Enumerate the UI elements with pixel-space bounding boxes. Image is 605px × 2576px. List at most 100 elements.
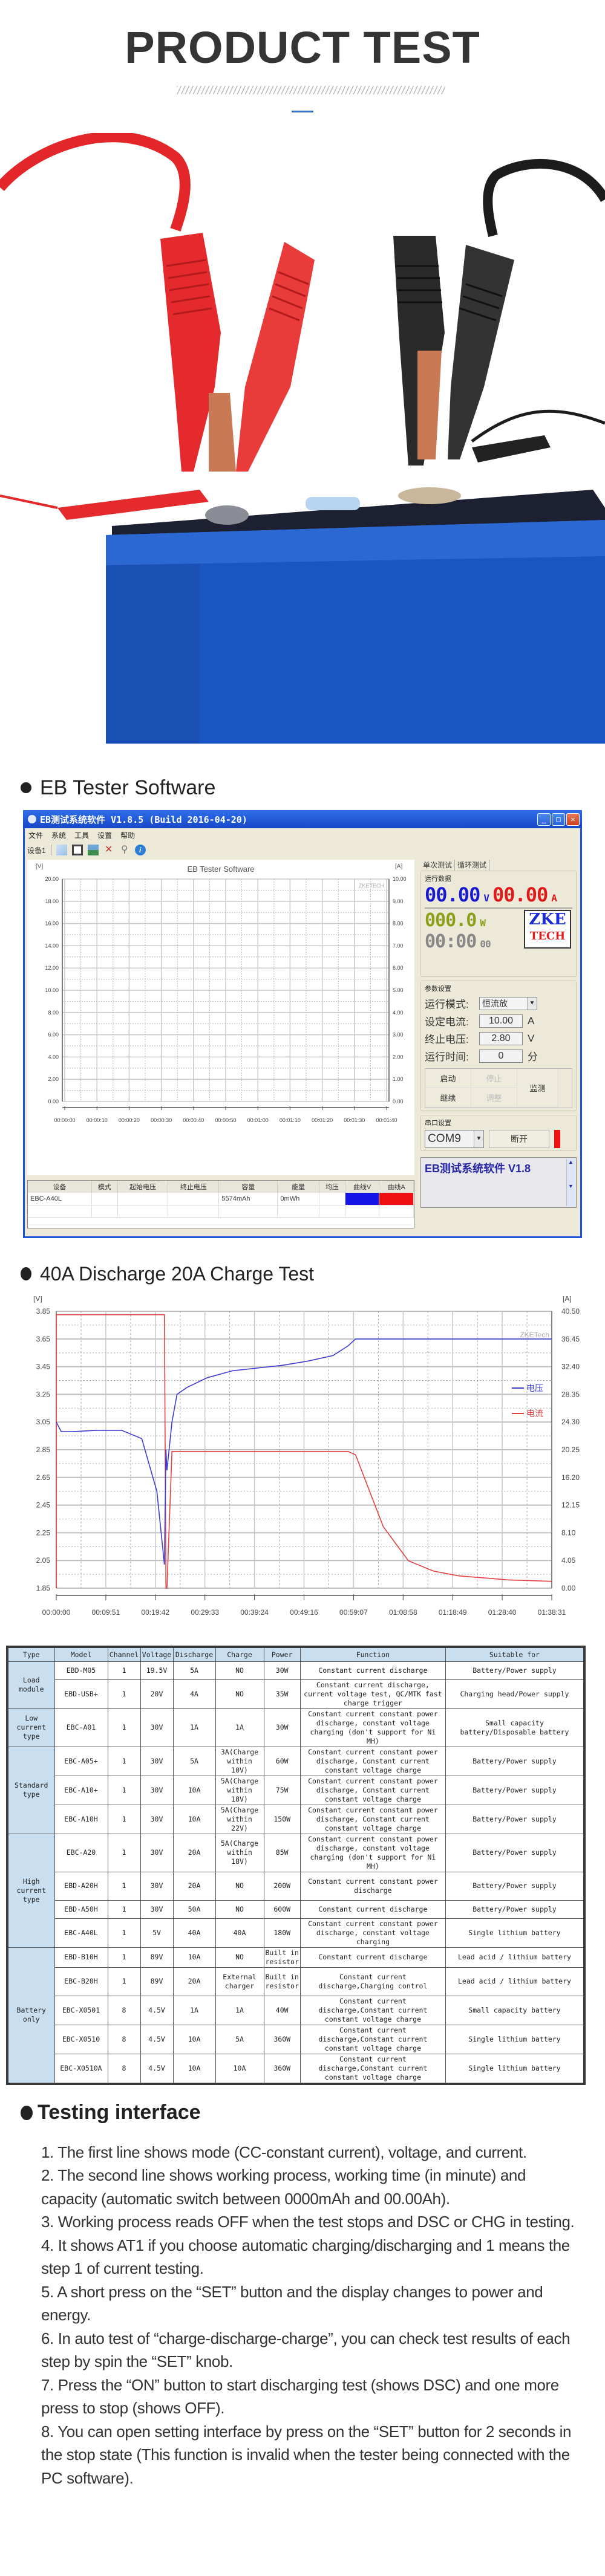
y-tick-left: 2.05 <box>36 1556 51 1565</box>
connection-status-led <box>554 1130 560 1148</box>
log-box[interactable]: EB测试系统软件 V1.8 ▲ ▼ <box>420 1157 577 1208</box>
spec-cell: 50A <box>172 1900 216 1919</box>
x-tick: 00:59:07 <box>339 1608 368 1617</box>
y-tick-left: 2.85 <box>36 1445 51 1454</box>
com-port-select[interactable]: COM9 ▼ <box>425 1130 484 1148</box>
info-icon[interactable]: i <box>134 845 146 855</box>
y-tick-right: 8.10 <box>561 1528 576 1537</box>
voltage-series-line <box>56 1338 552 1565</box>
results-header[interactable]: 设备 <box>28 1181 92 1193</box>
software-window: EB测试系统软件 V1.8.5 (Build 2016-04-20) _ □ ✕… <box>23 810 582 1238</box>
param-time-unit: 分 <box>528 1051 538 1063</box>
spec-cell: 360W <box>263 2053 301 2084</box>
results-cell <box>91 1193 118 1205</box>
serial-label: 串口设置 <box>425 1120 451 1127</box>
instruction-list: 1. The first line shows mode (CC-constan… <box>21 2141 605 2490</box>
time-readout: 00:00 <box>425 931 477 952</box>
spec-cell: Constant current discharge <box>299 1947 446 1968</box>
window-title-bar[interactable]: EB测试系统软件 V1.8.5 (Build 2016-04-20) _ □ ✕ <box>23 810 582 828</box>
chart-watermark: ZKETECH <box>359 883 384 889</box>
tools-icon[interactable]: ✕ <box>104 845 113 855</box>
testing-interface-section: Testing interface 1. The first line show… <box>0 2096 605 2490</box>
y-tick-right: 32.40 <box>561 1363 580 1371</box>
y-tick-left: 3.65 <box>36 1335 51 1343</box>
logo-bottom-text: TECH <box>529 930 566 942</box>
spec-cell: 30W <box>263 1708 301 1747</box>
spec-cell: NO <box>215 1871 264 1901</box>
menu-settings[interactable]: 设置 <box>97 831 113 840</box>
x-tick: 01:08:58 <box>389 1608 417 1617</box>
page-title: PRODUCT TEST <box>125 22 480 73</box>
start-button[interactable]: 启动 <box>425 1069 471 1088</box>
x-tick: 00:19:42 <box>141 1608 169 1617</box>
save-icon[interactable] <box>71 845 83 855</box>
spec-cell: Battery/Power supply <box>445 1661 585 1680</box>
menu-file[interactable]: 文件 <box>28 831 44 840</box>
spec-cell: 150W <box>263 1804 301 1834</box>
spec-header: Type <box>7 1646 55 1662</box>
results-header[interactable]: 曲线A <box>379 1181 414 1193</box>
spec-cell: 200W <box>263 1871 301 1901</box>
readout-divider <box>425 907 572 909</box>
menu-tools[interactable]: 工具 <box>74 831 90 840</box>
set-current-input[interactable]: 10.00 <box>479 1014 523 1028</box>
y-tick-right: 4.05 <box>561 1556 576 1565</box>
close-button[interactable]: ✕ <box>566 813 580 826</box>
continue-button[interactable]: 继续 <box>425 1088 471 1108</box>
power-readout: 000.0 <box>425 910 477 931</box>
maximize-button[interactable]: □ <box>552 813 565 826</box>
spec-row: EBC-X0510 8 4.5V 10A 5A 360W Constant current … <box>7 2024 585 2054</box>
spec-header: Discharge <box>172 1646 216 1662</box>
param-current: 设定电流: 10.00 A <box>425 1013 572 1028</box>
cutoff-voltage-input[interactable]: 2.80 <box>479 1031 523 1045</box>
spec-cell: 1 <box>107 1679 141 1709</box>
spec-cell: 10A <box>215 2053 264 2084</box>
spec-cell: 30V <box>140 1775 174 1805</box>
stop-button[interactable]: 停止 <box>471 1069 517 1088</box>
minimize-button[interactable]: _ <box>537 813 551 826</box>
device-selector[interactable]: 设备1 <box>27 846 46 855</box>
tab-single-test[interactable]: 单次测试 <box>420 860 456 871</box>
results-header[interactable]: 容量 <box>218 1181 278 1193</box>
monitor-button[interactable]: 监测 <box>517 1069 558 1108</box>
menu-help[interactable]: 帮助 <box>120 831 136 840</box>
results-cell: 0mWh <box>277 1193 319 1205</box>
spec-cell: Single lithium battery <box>445 2024 585 2054</box>
spec-cell: 30V <box>140 1833 174 1872</box>
results-header[interactable]: 终止电压 <box>168 1181 220 1193</box>
image-icon[interactable] <box>87 845 99 855</box>
spec-cell: 5A <box>172 1661 216 1680</box>
results-header[interactable]: 均压 <box>319 1181 345 1193</box>
y-tick-left: 12.00 <box>45 965 59 971</box>
param-time-label: 运行时间: <box>425 1051 469 1063</box>
y-tick-right: 4.00 <box>393 1010 404 1016</box>
spec-cell: Constant current discharge,Constant curr… <box>299 2024 446 2054</box>
spec-cell: Battery/Power supply <box>445 1871 585 1901</box>
menu-system[interactable]: 系统 <box>51 831 67 840</box>
mode-select[interactable]: 恒流放 ▼ <box>479 996 537 1010</box>
x-tick: 00:00:20 <box>119 1117 140 1123</box>
log-scrollbar[interactable]: ▲ ▼ <box>566 1159 575 1206</box>
tab-cycle-test[interactable]: 循环测试 <box>455 860 490 871</box>
section-title-testing: Testing interface <box>21 2096 605 2130</box>
spec-cell: Battery/Power supply <box>445 1775 585 1805</box>
disconnect-button[interactable]: 断开 <box>489 1130 549 1148</box>
y-tick-left: 3.05 <box>36 1418 51 1426</box>
results-header[interactable]: 模式 <box>91 1181 118 1193</box>
params-label: 参数设置 <box>425 985 451 993</box>
results-header[interactable]: 曲线V <box>345 1181 380 1193</box>
adjust-button[interactable]: 调整 <box>471 1088 517 1108</box>
results-header[interactable]: 起始电压 <box>117 1181 169 1193</box>
zoom-icon[interactable]: ⚲ <box>120 845 128 855</box>
spec-row: EBC-A10+ 1 30V 10A 5A(Charge within 18V) 75W C… <box>7 1775 585 1805</box>
spec-header: Voltage <box>140 1646 174 1662</box>
results-row[interactable]: EBC-A40L 5574mAh 0mWh <box>28 1193 414 1205</box>
x-tick: 00:00:00 <box>42 1608 71 1617</box>
x-tick: 01:28:40 <box>488 1608 517 1617</box>
folder-icon[interactable] <box>56 845 67 855</box>
results-header[interactable]: 能量 <box>277 1181 319 1193</box>
discharge-chart-svg: [V] [A] 3.85 40.50 3.65 36.45 3.45 32.40 3.25 28.… <box>33 1294 580 1617</box>
run-time-input[interactable]: 0 <box>479 1049 523 1063</box>
param-cutoff-unit: V <box>528 1032 535 1044</box>
left-axis-unit: [V] <box>33 1296 42 1303</box>
